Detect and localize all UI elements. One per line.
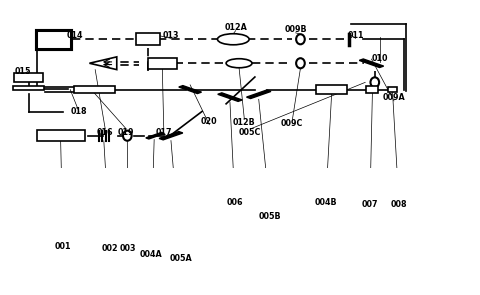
- Text: 016: 016: [97, 128, 113, 137]
- Text: 007: 007: [361, 200, 377, 209]
- Text: 003: 003: [120, 244, 136, 253]
- Text: 017: 017: [155, 128, 172, 137]
- Text: 020: 020: [201, 117, 217, 126]
- Text: 004B: 004B: [314, 198, 336, 207]
- Polygon shape: [159, 132, 182, 140]
- Text: 018: 018: [71, 107, 87, 116]
- Ellipse shape: [296, 34, 304, 44]
- Text: 011: 011: [347, 30, 363, 40]
- Polygon shape: [145, 132, 164, 139]
- Text: 014: 014: [67, 30, 83, 40]
- Bar: [36, 30, 71, 49]
- Bar: [315, 85, 347, 94]
- Text: 001: 001: [55, 242, 71, 251]
- Bar: [36, 130, 84, 141]
- Circle shape: [226, 59, 252, 68]
- Bar: [36, 30, 71, 49]
- Bar: [13, 86, 44, 91]
- Polygon shape: [217, 93, 241, 101]
- Ellipse shape: [296, 58, 304, 68]
- Text: 012A: 012A: [224, 23, 247, 32]
- Text: 005B: 005B: [258, 212, 281, 221]
- Ellipse shape: [370, 77, 378, 87]
- Text: 015: 015: [15, 67, 31, 76]
- Bar: [136, 33, 160, 45]
- Text: 013: 013: [162, 30, 179, 40]
- Ellipse shape: [123, 131, 132, 141]
- Text: 012B: 012B: [232, 118, 255, 127]
- Text: 019: 019: [118, 128, 134, 137]
- Polygon shape: [179, 86, 201, 94]
- Polygon shape: [89, 57, 117, 70]
- Text: 009A: 009A: [382, 93, 405, 102]
- Bar: [13, 73, 43, 82]
- Polygon shape: [246, 90, 270, 99]
- Polygon shape: [359, 59, 383, 68]
- Text: 009B: 009B: [284, 25, 306, 34]
- Text: 005A: 005A: [169, 253, 192, 263]
- Text: 002: 002: [102, 244, 118, 253]
- Text: 009C: 009C: [280, 119, 303, 128]
- Text: 006: 006: [226, 198, 242, 207]
- Bar: [74, 86, 114, 93]
- Bar: [41, 33, 65, 46]
- Bar: [387, 87, 396, 92]
- Text: 008: 008: [390, 200, 406, 209]
- Bar: [148, 58, 176, 69]
- Text: 005C: 005C: [239, 128, 261, 137]
- Circle shape: [217, 34, 249, 45]
- Text: 010: 010: [371, 54, 387, 63]
- Bar: [366, 86, 378, 93]
- Text: 004A: 004A: [139, 250, 162, 259]
